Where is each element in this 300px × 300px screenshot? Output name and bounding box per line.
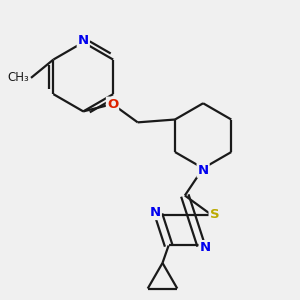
Text: CH₃: CH₃ xyxy=(7,71,29,84)
Text: S: S xyxy=(210,208,219,221)
Text: N: N xyxy=(150,206,161,219)
Text: N: N xyxy=(200,241,211,254)
Text: O: O xyxy=(107,98,118,111)
Text: N: N xyxy=(198,164,209,177)
Text: N: N xyxy=(78,34,89,47)
